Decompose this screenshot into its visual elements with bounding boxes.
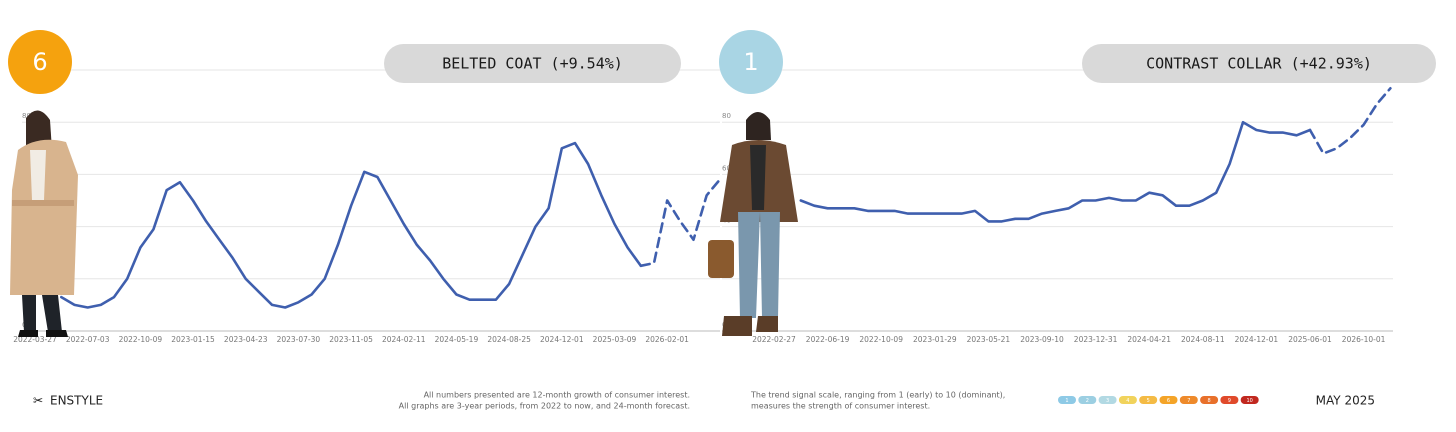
x-tick-label: 2023-09-10 [1020, 335, 1064, 344]
note-right: measures the strength of consumer intere… [751, 402, 930, 411]
x-tick-label: 2023-07-30 [277, 335, 321, 344]
scale-chip-label: 9 [1228, 398, 1231, 404]
x-tick-label: 2026-02-01 [645, 335, 689, 344]
brand: ENSTYLE [50, 394, 103, 408]
title-pill [384, 44, 681, 83]
scale-chip-label: 2 [1086, 398, 1089, 404]
x-tick-label: 2023-11-05 [329, 335, 373, 344]
x-tick-label: 2025-03-09 [593, 335, 637, 344]
x-tick-label: 2023-12-31 [1074, 335, 1118, 344]
model-image-1 [10, 110, 78, 337]
scale-chip-label: 3 [1106, 398, 1109, 404]
signal-badge [8, 30, 72, 94]
x-tick-label: 2022-10-09 [119, 335, 163, 344]
trend-line [60, 141, 643, 309]
chart-title: CONTRAST COLLAR (+42.93%) [1146, 55, 1372, 73]
scale-chip [1118, 396, 1137, 404]
model-image-2 [708, 112, 798, 336]
scale-chip [1139, 396, 1158, 404]
scale-chip [1179, 396, 1198, 404]
title-pill [1082, 44, 1436, 83]
y-tick-label: 80 [722, 112, 731, 120]
scale-chip [1200, 396, 1219, 404]
forecast-line [639, 178, 722, 268]
note-right: The trend signal scale, ranging from 1 (… [750, 391, 1005, 400]
scale-chip-label: 6 [1167, 398, 1170, 404]
x-tick-label: 2025-06-01 [1288, 335, 1332, 344]
report-date: MAY 2025 [1316, 394, 1375, 408]
x-tick-label: 2023-01-15 [171, 335, 215, 344]
trend-line [799, 120, 1312, 223]
signal-badge-label: 1 [743, 48, 758, 76]
x-tick-label: 2024-05-19 [435, 335, 479, 344]
chart: 0204060801002022-02-272022-06-192022-10-… [719, 30, 1436, 344]
signal-badge-label: 6 [32, 48, 47, 76]
x-tick-label: 2022-06-19 [806, 335, 850, 344]
scale-chip [1058, 396, 1076, 404]
scale-chip-label: 5 [1147, 398, 1150, 404]
chart-title: BELTED COAT (+9.54%) [442, 55, 623, 73]
x-tick-label: 2022-03-27 [13, 335, 57, 344]
charts: 0204060801002022-03-272022-07-032022-10-… [8, 30, 1436, 344]
y-tick-label: 60 [722, 164, 731, 172]
x-tick-label: 2026-10-01 [1342, 335, 1386, 344]
scale-chip-label: 1 [1065, 398, 1068, 404]
note-left: All numbers presented are 12-month growt… [424, 391, 690, 400]
x-tick-label: 2024-02-11 [382, 335, 426, 344]
x-tick-label: 2024-04-21 [1127, 335, 1171, 344]
x-tick-label: 2022-02-27 [752, 335, 796, 344]
y-tick-label: 80 [22, 112, 31, 120]
scale-chip [1078, 396, 1097, 404]
signal-badge [719, 30, 783, 94]
scale-chip-label: 7 [1187, 398, 1190, 404]
x-tick-label: 2023-05-21 [967, 335, 1011, 344]
x-tick-label: 2022-07-03 [66, 335, 110, 344]
brand-icon: ✂ [33, 394, 43, 408]
x-tick-label: 2024-12-01 [540, 335, 584, 344]
scale-chip [1240, 396, 1259, 404]
scale-chip-label: 4 [1126, 398, 1129, 404]
scale-chip [1159, 396, 1178, 404]
note-left: All graphs are 3-year periods, from 2022… [399, 402, 690, 411]
chart: 0204060801002022-03-272022-07-032022-10-… [8, 30, 722, 344]
x-tick-label: 2024-08-11 [1181, 335, 1225, 344]
x-tick-label: 2022-10-09 [859, 335, 903, 344]
scale-chip [1098, 396, 1117, 404]
scale-chip-label: 10 [1247, 398, 1253, 404]
x-tick-label: 2023-04-23 [224, 335, 268, 344]
x-tick-label: 2023-01-29 [913, 335, 957, 344]
x-tick-label: 2024-08-25 [487, 335, 531, 344]
footer: ✂ ENSTYLE All numbers presented are 12-m… [33, 391, 1375, 411]
x-tick-label: 2024-12-01 [1235, 335, 1279, 344]
scale-chip [1220, 396, 1239, 404]
scale-chip-label: 8 [1208, 398, 1211, 404]
